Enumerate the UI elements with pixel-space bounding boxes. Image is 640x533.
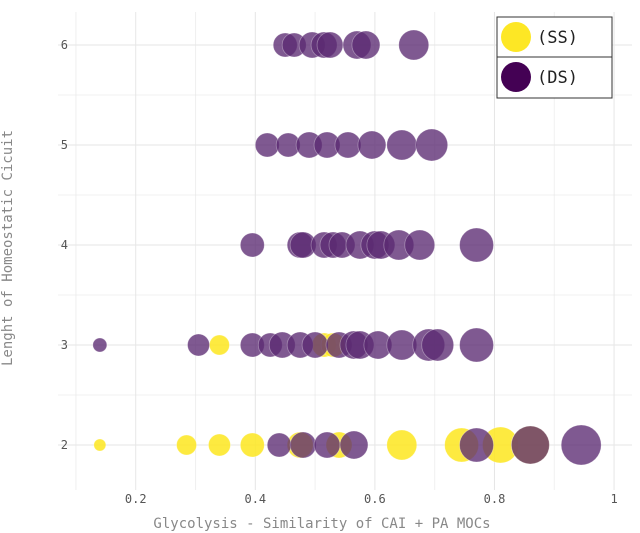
y-tick-label: 6 [61,38,68,52]
ds-point [316,31,344,59]
ss-point [386,429,418,461]
ds-point [92,337,108,353]
ds-point [313,431,341,459]
ss-point [208,433,231,457]
ds-point [334,131,362,159]
ds-point [415,128,449,162]
ds-point [254,132,280,158]
x-tick-label: 0.6 [364,492,386,506]
ds-point [386,129,418,161]
series-ds-points [92,29,602,466]
legend: (SS) (DS) [496,16,613,99]
ds-point [560,424,602,466]
y-tick-label: 5 [61,138,68,152]
ds-point [266,432,292,458]
ds-point [187,333,210,357]
ds-point [357,130,387,160]
ds-point [301,331,329,359]
x-tick-label: 0.8 [484,492,506,506]
ds-point [351,30,381,60]
y-tick-label: 4 [61,238,68,252]
ds-point [404,229,436,261]
ss-point [93,438,107,452]
legend-ds-marker [501,62,531,92]
x-tick-label: 0.2 [125,492,147,506]
ds-point [459,327,494,363]
y-tick-label: 2 [61,438,68,452]
x-axis-title: Glycolysis - Similarity of CAI + PA MOCs [153,516,490,532]
ss-point [239,432,265,458]
legend-ds-label: (DS) [537,68,578,88]
ds-point [421,328,455,362]
legend-ss-label: (SS) [537,28,578,48]
ds-point [239,232,265,258]
y-axis-title: Lenght of Homeostatic Cicuit [0,130,16,366]
x-tick-label: 1 [610,492,617,506]
ds-point [459,427,494,463]
y-tick-label: 3 [61,338,68,352]
ss-point [209,334,230,356]
ds-point [398,29,430,61]
legend-ss-marker [501,22,531,52]
ds-point [339,430,369,460]
ds-point [386,329,418,361]
x-tick-label: 0.4 [244,492,266,506]
ss-point [176,434,197,456]
tick-labels: 0.2 0.4 0.6 0.8 1 2 3 4 5 6 [61,38,618,506]
ds-point [510,425,550,465]
ds-point [459,227,494,263]
ds-point [289,431,317,459]
